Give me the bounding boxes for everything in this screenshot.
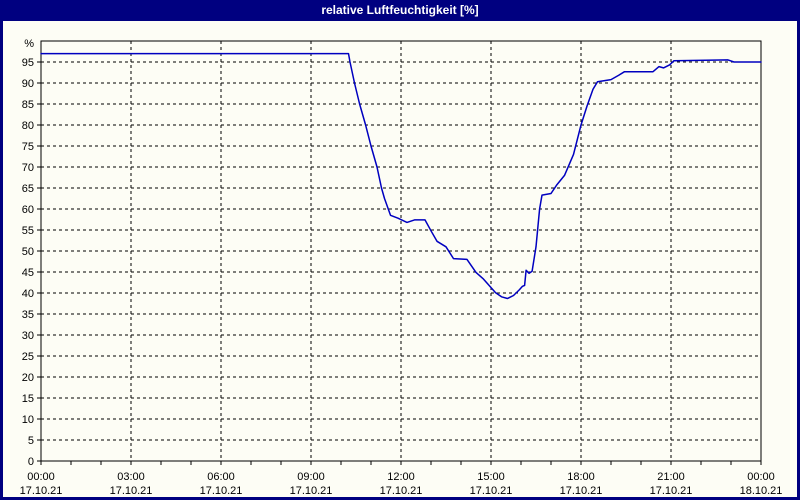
y-tick-label: 40 [22,288,34,300]
chart-content-area: 0 5 10 15 20 25 30 35 40 45 50 55 60 65 70 75 80 85 90 95% 0… [3,21,797,497]
x-tick-date-label: 17.10.21 [470,485,513,497]
x-tick-date-label: 18.10.21 [740,485,783,497]
x-tick-time-label: 00:00 [27,471,55,483]
window-titlebar: relative Luftfeuchtigkeit [%] [0,0,800,21]
x-tick-date-label: 17.10.21 [110,485,153,497]
y-tick-label: 45 [22,267,34,279]
y-axis-unit-label: % [24,38,34,50]
y-tick-label: 30 [22,330,34,342]
y-tick-label: 25 [22,351,34,363]
x-tick-time-label: 00:00 [747,471,775,483]
x-tick-time-label: 06:00 [207,471,235,483]
x-tick-date-label: 17.10.21 [380,485,423,497]
y-tick-label: 75 [22,141,34,153]
y-tick-labels: 0 5 10 15 20 25 30 35 40 45 50 55 60 65 70 75 80 85 90 95 [22,57,34,468]
x-tick-date-label: 17.10.21 [20,485,63,497]
window-title: relative Luftfeuchtigkeit [%] [321,3,479,17]
y-tick-label: 50 [22,246,34,258]
x-tick-time-label: 21:00 [657,471,685,483]
x-tick-date-label: 17.10.21 [650,485,693,497]
x-tick-date-label: 17.10.21 [290,485,333,497]
x-tick-time-label: 03:00 [117,471,145,483]
y-tick-label: 65 [22,183,34,195]
y-tick-label: 60 [22,204,34,216]
y-tick-label: 85 [22,99,34,111]
y-tick-label: 90 [22,78,34,90]
y-tick-label: 15 [22,393,34,405]
y-tick-label: 35 [22,309,34,321]
x-tick-date-label: 17.10.21 [200,485,243,497]
y-ticks [37,61,41,462]
y-tick-label: 20 [22,372,34,384]
y-tick-label: 80 [22,120,34,132]
x-tick-time-label: 18:00 [567,471,595,483]
x-tick-date-label: 17.10.21 [560,485,603,497]
x-tick-time-label: 15:00 [477,471,505,483]
x-ticks [40,461,762,465]
humidity-chart: 0 5 10 15 20 25 30 35 40 45 50 55 60 65 70 75 80 85 90 95% 0… [20,38,783,497]
humidity-line [40,52,762,300]
y-tick-label: 95 [22,57,34,69]
x-tick-labels: 00:00 17.10.21 03:00 17.10.21 06:00 17.10.21 0… [20,471,783,497]
x-gridlines [130,41,672,461]
y-tick-label: 70 [22,162,34,174]
y-tick-label: 5 [28,435,34,447]
y-tick-label: 0 [28,456,34,468]
y-tick-label: 55 [22,225,34,237]
x-tick-time-label: 12:00 [387,471,415,483]
y-tick-label: 10 [22,414,34,426]
x-tick-time-label: 09:00 [297,471,325,483]
